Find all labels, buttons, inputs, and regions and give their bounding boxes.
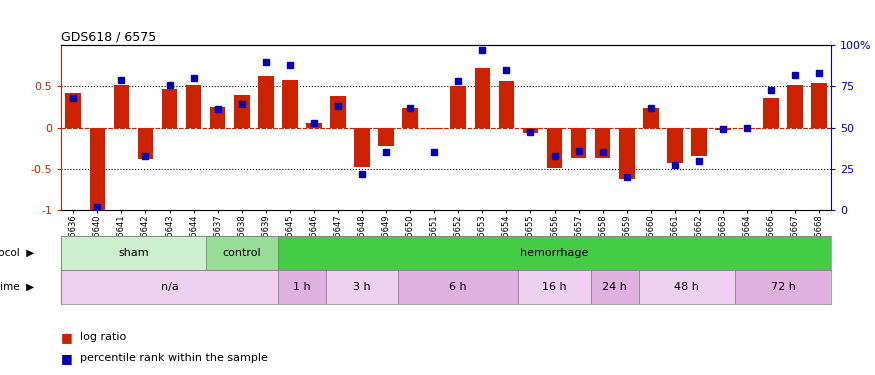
Bar <box>186 86 201 128</box>
Bar <box>378 128 394 146</box>
Bar <box>639 270 735 304</box>
Bar <box>715 128 731 130</box>
Bar <box>499 81 514 128</box>
Bar <box>278 270 326 304</box>
Bar <box>326 270 398 304</box>
Bar <box>735 270 831 304</box>
Text: log ratio: log ratio <box>80 333 127 342</box>
Bar <box>570 128 586 158</box>
Bar <box>114 86 130 128</box>
Bar <box>162 89 178 128</box>
Text: 1 h: 1 h <box>293 282 311 292</box>
Text: 48 h: 48 h <box>675 282 699 292</box>
Bar <box>354 128 370 167</box>
Text: 24 h: 24 h <box>602 282 627 292</box>
Text: hemorrhage: hemorrhage <box>521 248 589 258</box>
Bar <box>518 270 591 304</box>
Bar <box>402 108 418 128</box>
Bar <box>763 98 779 128</box>
Text: 6 h: 6 h <box>450 282 467 292</box>
Bar <box>547 128 563 168</box>
Bar <box>595 128 611 158</box>
Bar <box>474 68 490 128</box>
Text: 72 h: 72 h <box>771 282 795 292</box>
Text: GDS618 / 6575: GDS618 / 6575 <box>61 31 157 44</box>
Bar <box>643 108 659 128</box>
Text: n/a: n/a <box>161 282 178 292</box>
Bar <box>61 270 278 304</box>
Bar <box>811 83 827 128</box>
Bar <box>66 93 81 128</box>
Bar <box>89 128 105 210</box>
Bar <box>691 128 707 156</box>
Bar <box>426 128 442 129</box>
Bar <box>619 128 634 178</box>
Bar <box>306 123 322 128</box>
Text: percentile rank within the sample: percentile rank within the sample <box>80 353 269 363</box>
Bar <box>788 85 803 128</box>
Bar <box>451 86 466 128</box>
Bar <box>522 128 538 133</box>
Bar <box>258 76 274 128</box>
Bar <box>234 95 249 128</box>
Bar <box>282 80 298 128</box>
Text: 3 h: 3 h <box>354 282 371 292</box>
Bar <box>210 107 226 128</box>
Text: ■: ■ <box>61 352 73 364</box>
Text: sham: sham <box>118 248 149 258</box>
Bar <box>137 128 153 159</box>
Bar <box>61 236 206 270</box>
Bar <box>206 236 278 270</box>
Bar <box>330 96 346 128</box>
Text: ■: ■ <box>61 331 73 344</box>
Bar <box>278 236 831 270</box>
Text: protocol  ▶: protocol ▶ <box>0 248 34 258</box>
Text: 16 h: 16 h <box>542 282 567 292</box>
Bar <box>398 270 518 304</box>
Bar <box>591 270 639 304</box>
Bar <box>667 128 682 163</box>
Text: control: control <box>222 248 261 258</box>
Text: time  ▶: time ▶ <box>0 282 34 292</box>
